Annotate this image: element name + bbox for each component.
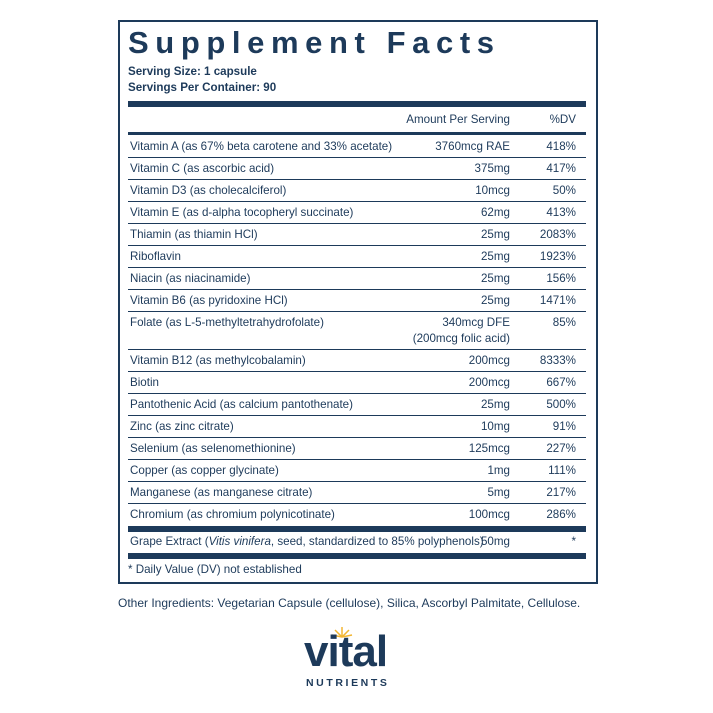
nutrient-amount: 10mcg (475, 184, 510, 197)
row-rule (128, 437, 586, 438)
nutrient-dv: 111% (548, 464, 576, 477)
nutrient-amount: 3760mcg RAE (435, 140, 510, 153)
nutrient-name: Biotin (130, 376, 160, 389)
nutrient-dv: 286% (546, 508, 576, 521)
row-rule (128, 481, 586, 482)
nutrient-name: Vitamin D3 (as cholecalciferol) (130, 184, 287, 197)
text: Vitis vinifera (208, 535, 271, 548)
row-rule (128, 157, 586, 158)
nutrient-dv: 217% (546, 486, 576, 499)
row-rule (128, 349, 586, 350)
nutrient-name: Vitamin B6 (as pyridoxine HCl) (130, 294, 288, 307)
row-rule (128, 245, 586, 246)
nutrient-dv: 2083% (539, 228, 576, 241)
footnote: * Daily Value (DV) not established (128, 563, 302, 576)
thick-rule (128, 101, 586, 107)
brand-tagline: NUTRIENTS (306, 677, 390, 689)
nutrient-amount: 200mcg (468, 376, 510, 389)
row-rule (128, 371, 586, 372)
nutrient-amount: 25mg (480, 228, 510, 241)
nutrient-dv: 8333% (539, 354, 576, 367)
nutrient-amount: 375mg (474, 162, 510, 175)
nutrient-amount: 25mg (480, 272, 510, 285)
nutrient-dv: 227% (546, 442, 576, 455)
nutrient-amount: 5mg (487, 486, 510, 499)
nutrient-dv: 418% (546, 140, 576, 153)
nutrient-dv: 156% (546, 272, 576, 285)
extract-amount: 50mg (480, 535, 510, 548)
nutrient-name: Riboflavin (130, 250, 181, 263)
nutrient-name: Vitamin C (as ascorbic acid) (130, 162, 275, 175)
nutrient-amount: 200mcg (468, 354, 510, 367)
dv-header: %DV (549, 113, 576, 126)
rule (128, 132, 586, 135)
amount-header: Amount Per Serving (406, 113, 510, 126)
nutrient-name: Pantothenic Acid (as calcium pantothenat… (130, 398, 353, 411)
row-rule (128, 415, 586, 416)
nutrient-dv: 667% (546, 376, 576, 389)
nutrient-dv: 417% (546, 162, 576, 175)
row-rule (128, 503, 586, 504)
serving-size: Serving Size: 1 capsule (128, 65, 257, 78)
nutrient-amount: 340mcg DFE (442, 316, 510, 329)
nutrient-dv: 85% (552, 316, 576, 329)
row-rule (128, 179, 586, 180)
title: Supplement Facts (128, 25, 501, 60)
nutrient-amount: 125mcg (468, 442, 510, 455)
nutrient-dv: 413% (546, 206, 576, 219)
brand-name: vital (304, 627, 388, 676)
extract-dv: * (571, 535, 576, 548)
thick-rule (128, 553, 586, 559)
nutrient-name: Vitamin B12 (as methylcobalamin) (130, 354, 306, 367)
nutrient-amount: (200mcg folic acid) (412, 332, 510, 345)
row-rule (128, 267, 586, 268)
nutrient-name: Manganese (as manganese citrate) (130, 486, 313, 499)
nutrient-name: Niacin (as niacinamide) (130, 272, 251, 285)
nutrient-amount: 62mg (480, 206, 510, 219)
nutrient-dv: 1471% (539, 294, 576, 307)
nutrient-amount: 25mg (480, 250, 510, 263)
text: Grape Extract ( (130, 535, 209, 548)
nutrient-amount: 25mg (480, 398, 510, 411)
row-rule (128, 289, 586, 290)
nutrient-name: Chromium (as chromium polynicotinate) (130, 508, 335, 521)
row-rule (128, 201, 586, 202)
nutrient-name: Selenium (as selenomethionine) (130, 442, 296, 455)
row-rule (128, 311, 586, 312)
thick-rule (128, 526, 586, 532)
nutrient-name: Copper (as copper glycinate) (130, 464, 279, 477)
nutrient-amount: 10mg (480, 420, 510, 433)
label-box (118, 20, 598, 584)
nutrient-dv: 50% (552, 184, 576, 197)
nutrient-name: Vitamin E (as d-alpha tocopheryl succina… (130, 206, 354, 219)
nutrient-name: Folate (as L-5-methyltetrahydrofolate) (130, 316, 324, 329)
nutrient-dv: 500% (546, 398, 576, 411)
nutrient-amount: 100mcg (468, 508, 510, 521)
logo-sun (331, 627, 353, 638)
extract-name: Grape Extract (Vitis vinifera, seed, sta… (130, 534, 484, 550)
nutrient-dv: 91% (552, 420, 576, 433)
row-rule (128, 459, 586, 460)
nutrient-dv: 1923% (539, 250, 576, 263)
nutrient-amount: 1mg (487, 464, 510, 477)
nutrient-name: Zinc (as zinc citrate) (130, 420, 234, 433)
other-ingredients: Other Ingredients: Vegetarian Capsule (c… (118, 596, 581, 610)
nutrient-name: Thiamin (as thiamin HCl) (130, 228, 258, 241)
servings-per-container: Servings Per Container: 90 (128, 81, 277, 94)
row-rule (128, 393, 586, 394)
row-rule (128, 223, 586, 224)
nutrient-name: Vitamin A (as 67% beta carotene and 33% … (130, 140, 393, 153)
text: , seed, standardized to 85% polyphenols) (270, 535, 484, 548)
nutrient-amount: 25mg (480, 294, 510, 307)
